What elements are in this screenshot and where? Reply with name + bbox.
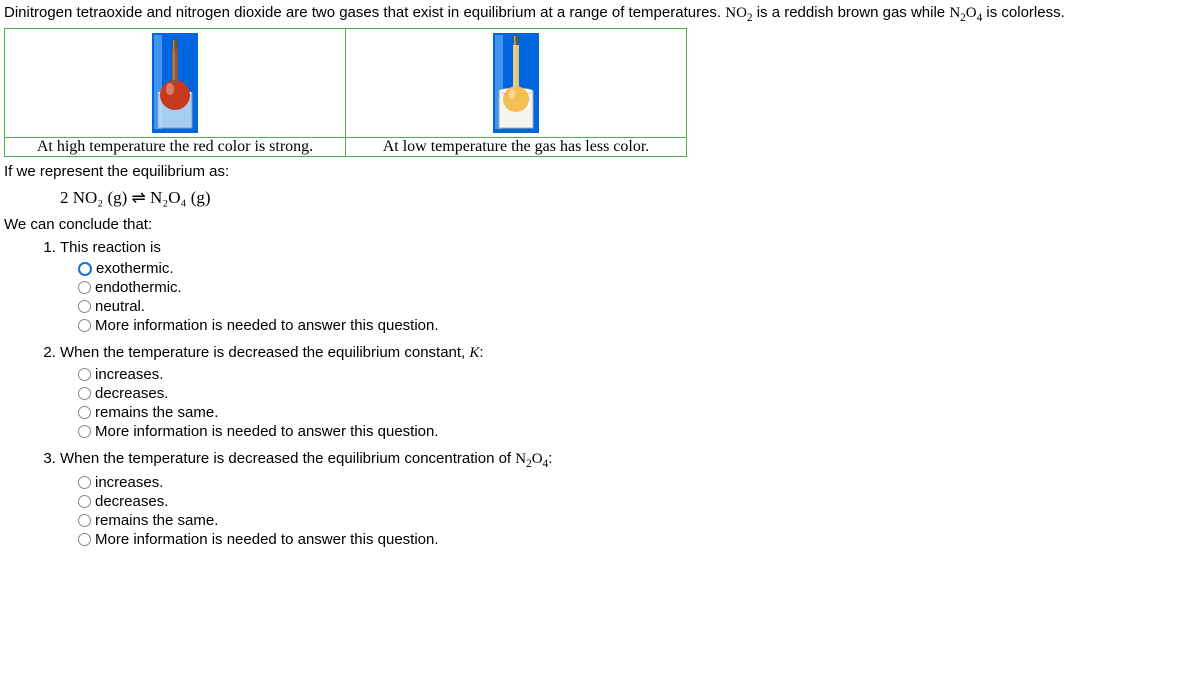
cold-caption: At low temperature the gas has less colo… [346,138,687,157]
radio-icon [78,387,91,400]
q2-text-post: : [479,344,483,361]
q1-options: exothermic. endothermic. neutral. More i… [78,260,1196,334]
question-2: When the temperature is decreased the eq… [60,344,1196,440]
cold-image-cell [346,29,687,138]
q1-text: This reaction is [60,239,161,256]
question-3: When the temperature is decreased the eq… [60,450,1196,548]
q3-text-post: : [548,450,552,467]
q1-opt-2[interactable]: neutral. [78,298,1196,315]
q3-opt-3[interactable]: More information is needed to answer thi… [78,531,1196,548]
radio-icon [78,368,91,381]
radio-icon [78,476,91,489]
represent-line: If we represent the equilibrium as: [4,163,1196,180]
conclude-line: We can conclude that: [4,216,1196,233]
radio-icon [78,262,92,276]
formula-no2: NO2 [725,5,752,21]
q2-opt-1[interactable]: decreases. [78,385,1196,402]
radio-icon [78,514,91,527]
question-1: This reaction is exothermic. endothermic… [60,239,1196,334]
q1-opt-1[interactable]: endothermic. [78,279,1196,296]
hot-image-cell [5,29,346,138]
q3-text-pre: When the temperature is decreased the eq… [60,450,515,467]
q2-opt-3[interactable]: More information is needed to answer thi… [78,423,1196,440]
question-list: This reaction is exothermic. endothermic… [60,239,1196,548]
q2-opt-0[interactable]: increases. [78,366,1196,383]
intro-mid: is a reddish brown gas while [753,4,950,21]
radio-icon [78,300,91,313]
cold-beaker-icon [481,33,551,137]
equation: 2 NO₂ (g) ⇌ N₂O₄ (g) [60,188,1196,208]
radio-icon [78,406,91,419]
radio-icon [78,495,91,508]
q3-options: increases. decreases. remains the same. … [78,474,1196,548]
q1-opt-3[interactable]: More information is needed to answer thi… [78,317,1196,334]
q3-opt-0[interactable]: increases. [78,474,1196,491]
q2-text-pre: When the temperature is decreased the eq… [60,344,469,361]
q2-k: K [469,345,479,361]
q1-opt-0[interactable]: exothermic. [78,260,1196,277]
q3-opt-1[interactable]: decreases. [78,493,1196,510]
q2-options: increases. decreases. remains the same. … [78,366,1196,440]
q2-opt-2[interactable]: remains the same. [78,404,1196,421]
q3-formula: N2O4 [515,451,548,467]
intro-text: Dinitrogen tetraoxide and nitrogen dioxi… [4,4,1196,24]
radio-icon [78,533,91,546]
intro-post: is colorless. [982,4,1065,21]
radio-icon [78,319,91,332]
intro-pre: Dinitrogen tetraoxide and nitrogen dioxi… [4,4,725,21]
hot-caption: At high temperature the red color is str… [5,138,346,157]
radio-icon [78,425,91,438]
experiment-table: At high temperature the red color is str… [4,28,687,157]
q3-opt-2[interactable]: remains the same. [78,512,1196,529]
hot-beaker-icon [140,33,210,137]
radio-icon [78,281,91,294]
formula-n2o4: N2O4 [949,5,982,21]
